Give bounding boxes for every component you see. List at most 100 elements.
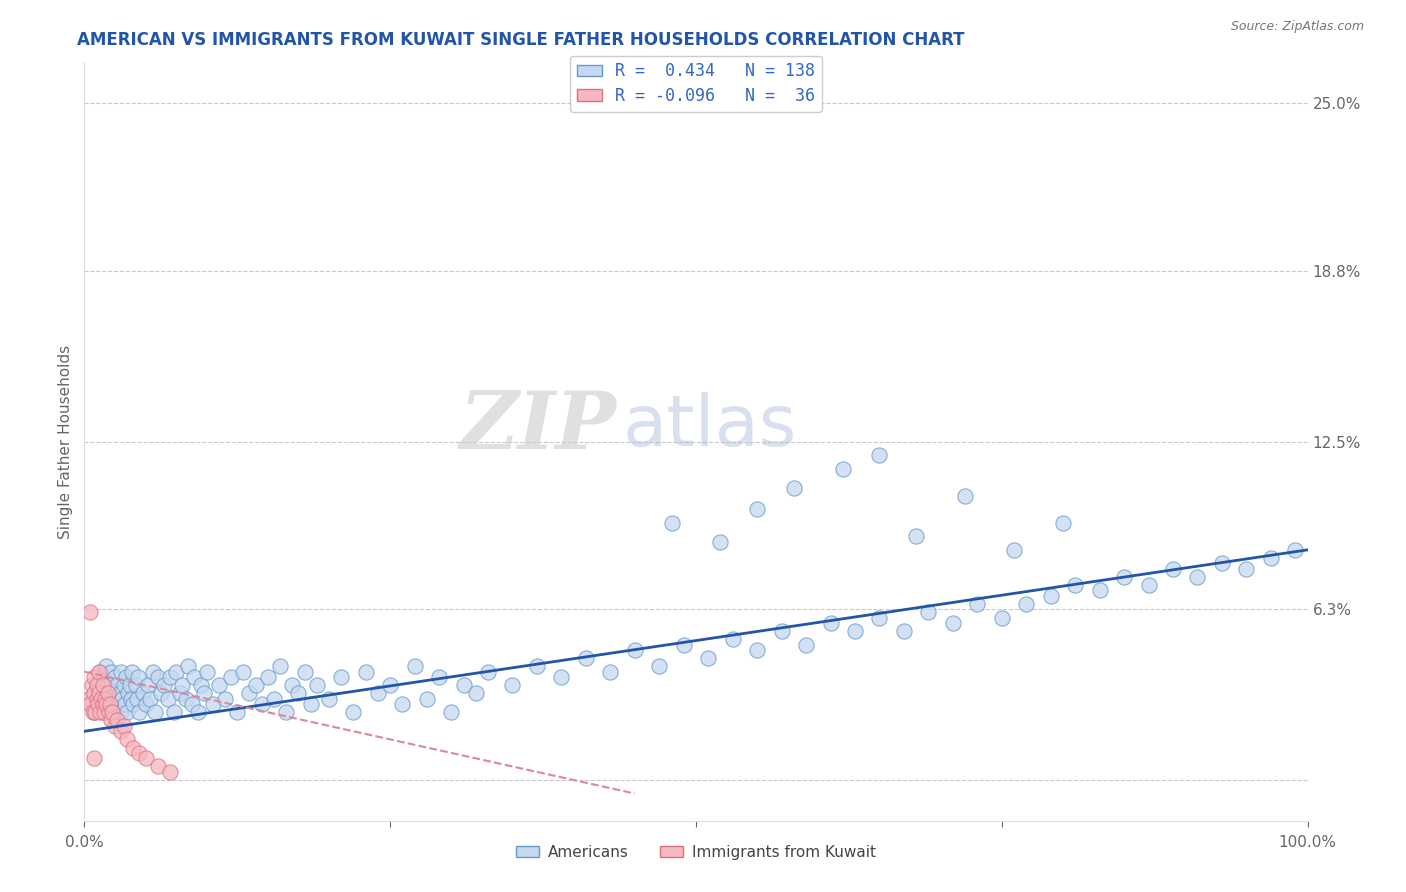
Point — [114, 697, 136, 711]
Point — [94, 691, 117, 706]
Point — [97, 686, 120, 700]
Point — [122, 697, 145, 711]
Point — [100, 714, 122, 728]
Point — [195, 665, 218, 679]
Point — [1236, 562, 1258, 576]
Point — [104, 719, 127, 733]
Point — [120, 691, 142, 706]
Point — [143, 706, 166, 720]
Point — [83, 706, 105, 720]
Point — [87, 697, 110, 711]
Point — [101, 706, 124, 720]
Point — [942, 615, 965, 630]
Point — [190, 678, 212, 692]
Point — [391, 697, 413, 711]
Point — [269, 659, 291, 673]
Point — [107, 697, 129, 711]
Point — [893, 624, 915, 639]
Point — [146, 670, 169, 684]
Point — [83, 686, 105, 700]
Point — [125, 691, 148, 706]
Point — [86, 678, 108, 692]
Point — [187, 706, 209, 720]
Point — [844, 624, 866, 639]
Point — [135, 697, 157, 711]
Point — [112, 719, 135, 733]
Point — [177, 659, 200, 673]
Point — [93, 691, 115, 706]
Point — [226, 706, 249, 720]
Point — [105, 691, 128, 706]
Point — [299, 697, 322, 711]
Point — [238, 686, 260, 700]
Point — [380, 678, 402, 692]
Point — [1015, 597, 1038, 611]
Text: Source: ZipAtlas.com: Source: ZipAtlas.com — [1230, 20, 1364, 33]
Point — [1064, 578, 1087, 592]
Point — [127, 670, 149, 684]
Point — [105, 714, 128, 728]
Point — [132, 686, 155, 700]
Point — [869, 610, 891, 624]
Point — [219, 670, 242, 684]
Point — [156, 691, 179, 706]
Point — [101, 697, 124, 711]
Point — [83, 670, 105, 684]
Point — [214, 691, 236, 706]
Point — [404, 659, 426, 673]
Point — [287, 686, 309, 700]
Point — [146, 759, 169, 773]
Point — [153, 678, 176, 692]
Point — [136, 678, 159, 692]
Point — [142, 665, 165, 679]
Text: atlas: atlas — [623, 392, 797, 461]
Point — [86, 697, 108, 711]
Point — [97, 706, 120, 720]
Point — [96, 659, 118, 673]
Point — [97, 706, 120, 720]
Point — [294, 665, 316, 679]
Point — [1137, 578, 1160, 592]
Point — [770, 624, 793, 639]
Point — [575, 651, 598, 665]
Point — [869, 448, 891, 462]
Point — [257, 670, 280, 684]
Point — [1002, 542, 1025, 557]
Point — [783, 481, 806, 495]
Point — [79, 697, 101, 711]
Point — [87, 686, 110, 700]
Legend: Americans, Immigrants from Kuwait: Americans, Immigrants from Kuwait — [510, 838, 882, 866]
Point — [169, 686, 191, 700]
Point — [108, 686, 131, 700]
Point — [747, 502, 769, 516]
Point — [250, 697, 273, 711]
Point — [90, 691, 112, 706]
Point — [100, 665, 122, 679]
Point — [112, 678, 135, 692]
Point — [276, 706, 298, 720]
Point — [416, 691, 439, 706]
Point — [232, 665, 254, 679]
Point — [526, 659, 548, 673]
Point — [91, 670, 114, 684]
Point — [697, 651, 720, 665]
Point — [477, 665, 499, 679]
Point — [201, 697, 224, 711]
Point — [80, 678, 103, 692]
Point — [87, 686, 110, 700]
Point — [121, 665, 143, 679]
Point — [181, 697, 204, 711]
Point — [117, 686, 139, 700]
Point — [263, 691, 285, 706]
Point — [125, 678, 148, 692]
Point — [905, 529, 928, 543]
Point — [281, 678, 304, 692]
Y-axis label: Single Father Households: Single Father Households — [58, 344, 73, 539]
Point — [86, 691, 108, 706]
Point — [721, 632, 744, 647]
Point — [367, 686, 389, 700]
Point — [96, 697, 118, 711]
Point — [159, 670, 181, 684]
Point — [794, 638, 817, 652]
Point — [1260, 551, 1282, 566]
